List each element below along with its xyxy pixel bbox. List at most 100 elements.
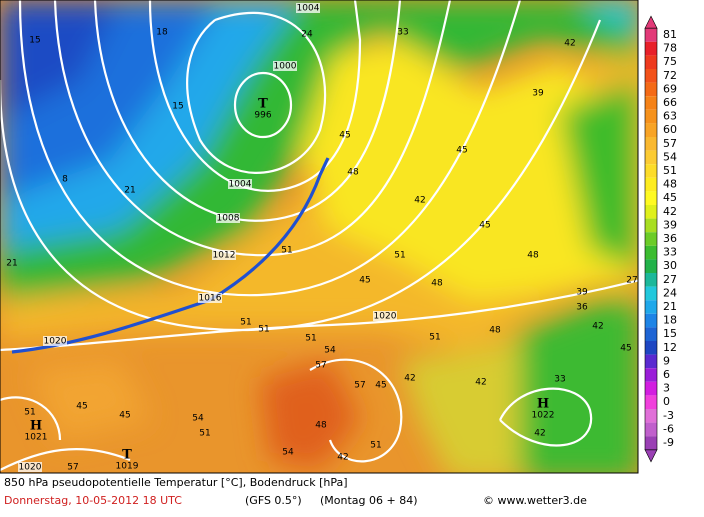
- theta-label: 48: [489, 326, 501, 336]
- colorbar-label: 42: [663, 205, 677, 218]
- pressure-center-value: 1019: [116, 462, 139, 472]
- isobar-label: 1004: [297, 4, 320, 14]
- pressure-center-value: 1021: [25, 433, 48, 443]
- theta-label: 51: [370, 441, 381, 451]
- theta-label: 15: [29, 36, 40, 46]
- isobar-label: 1020: [374, 312, 397, 322]
- theta-label: 48: [347, 168, 359, 178]
- theta-label: 39: [532, 89, 544, 99]
- isobar-label: 1008: [217, 214, 240, 224]
- isobar-label: 1000: [274, 62, 297, 72]
- colorbar-label: -6: [663, 422, 674, 435]
- theta-label: 54: [192, 414, 204, 424]
- theta-label: 54: [324, 346, 336, 356]
- colorbar-band: [645, 300, 657, 314]
- colorbar-label: 75: [663, 55, 677, 68]
- colorbar-band: [645, 422, 657, 437]
- colorbar-band: [645, 368, 657, 382]
- colorbar-label: 21: [663, 300, 677, 313]
- theta-label: 51: [24, 408, 35, 418]
- colorbar-label: 24: [663, 286, 677, 299]
- colorbar: 8178757269666360575451484542393633302724…: [644, 15, 677, 463]
- colorbar-band: [645, 327, 657, 341]
- theta-label: 45: [359, 276, 370, 286]
- colorbar-label: 48: [663, 178, 677, 191]
- theta-label: 57: [67, 463, 78, 473]
- colorbar-band: [645, 123, 657, 137]
- colorbar-band: [645, 245, 657, 260]
- colorbar-band: [645, 150, 657, 165]
- pressure-center-symbol: H: [30, 419, 42, 434]
- colorbar-label: 18: [663, 314, 677, 327]
- colorbar-band: [645, 177, 657, 192]
- colorbar-label: 30: [663, 259, 677, 272]
- colorbar-band: [645, 41, 657, 56]
- colorbar-band: [645, 205, 657, 219]
- isobar-label-bg: [198, 293, 222, 303]
- theta-label: 51: [258, 325, 269, 335]
- theta-label: 51: [240, 318, 251, 328]
- colorbar-band: [645, 436, 657, 450]
- colorbar-label: 9: [663, 354, 670, 367]
- colorbar-band: [645, 232, 657, 246]
- colorbar-band: [645, 273, 657, 287]
- colorbar-band: [645, 381, 657, 396]
- pressure-center-value: 996: [254, 111, 271, 121]
- colorbar-band: [645, 137, 657, 151]
- isobar-label-bg: [296, 3, 320, 13]
- theta-label: 18: [156, 28, 168, 38]
- colorbar-band: [645, 55, 657, 69]
- theta-label: 42: [534, 429, 545, 439]
- colorbar-band: [645, 354, 657, 369]
- colorbar-label: 69: [663, 82, 677, 95]
- isobar-label-bg: [216, 213, 240, 223]
- theta-label: 48: [315, 421, 327, 431]
- isobar-label: 1020: [19, 463, 42, 473]
- colorbar-band: [645, 164, 657, 178]
- theta-label: 24: [301, 30, 313, 40]
- colorbar-band: [645, 109, 657, 124]
- colorbar-label: 33: [663, 246, 677, 259]
- colorbar-cap-bottom: [644, 449, 658, 463]
- theta-label: 57: [315, 361, 326, 371]
- theta-label: 42: [564, 39, 575, 49]
- theta-label: 27: [626, 276, 637, 286]
- colorbar-band: [645, 341, 657, 355]
- colorbar-band: [645, 82, 657, 97]
- theta-label: 45: [119, 411, 130, 421]
- theta-label: 51: [429, 333, 440, 343]
- theta-label: 42: [404, 374, 415, 384]
- theta-label: 21: [6, 259, 17, 269]
- colorbar-label: -3: [663, 409, 674, 422]
- colorbar-label: 6: [663, 368, 670, 381]
- footer-title: 850 hPa pseudopotentielle Temperatur [°C…: [4, 476, 348, 489]
- theta-label: 39: [576, 288, 588, 298]
- colorbar-label: 51: [663, 164, 677, 177]
- theta-label: 8: [62, 175, 68, 185]
- colorbar-band: [645, 395, 657, 409]
- colorbar-frame: [644, 27, 658, 451]
- colorbar-band: [645, 69, 657, 83]
- isobar-label-bg: [212, 250, 236, 260]
- isobar-label-bg: [228, 179, 252, 189]
- theta-label: 45: [620, 344, 631, 354]
- theta-label: 51: [394, 251, 405, 261]
- footer-model: (GFS 0.5°): [245, 494, 302, 507]
- theta-label: 51: [305, 334, 316, 344]
- colorbar-label: 15: [663, 327, 677, 340]
- theta-label: 54: [282, 448, 294, 458]
- theta-label: 51: [199, 429, 210, 439]
- colorbar-band: [645, 191, 657, 205]
- theta-label: 42: [592, 322, 603, 332]
- colorbar-band: [645, 409, 657, 423]
- theta-label: 51: [281, 246, 292, 256]
- theta-label: 45: [339, 131, 350, 141]
- map-frame: [0, 0, 639, 474]
- colorbar-label: 27: [663, 273, 677, 286]
- colorbar-band: [645, 96, 657, 110]
- isobar-label: 1020: [44, 337, 67, 347]
- colorbar-band: [645, 313, 657, 328]
- theta-label: 45: [76, 402, 87, 412]
- isobar-label: 1012: [213, 251, 236, 261]
